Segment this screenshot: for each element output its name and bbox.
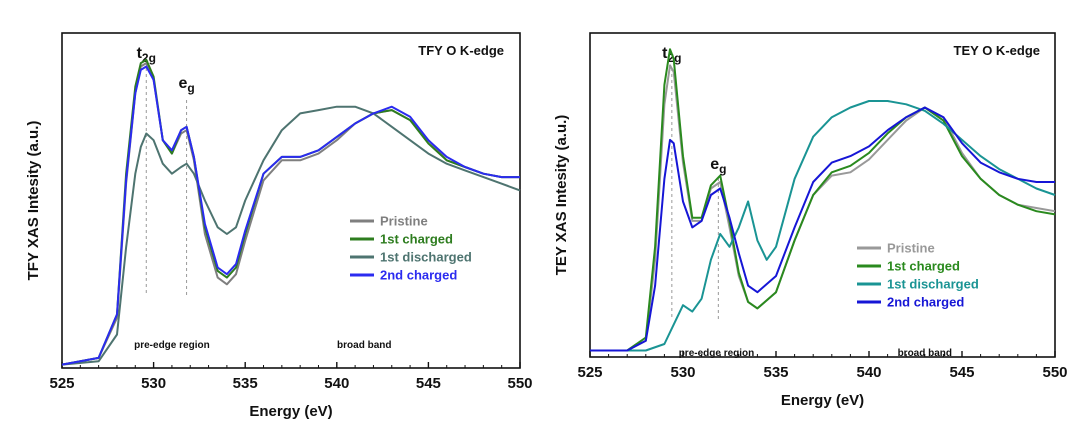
tey-legend-entry: 2nd charged xyxy=(887,295,964,310)
tfy-series-line-1 xyxy=(61,58,520,366)
tfy-region-annotation: pre-edge region xyxy=(134,340,210,351)
tey-x-tick-label: 530 xyxy=(670,364,695,381)
tfy-legend-entry: 2nd charged xyxy=(380,268,457,283)
tey-series-line-3 xyxy=(590,106,1055,352)
tey-x-tick-label: 545 xyxy=(949,364,974,381)
tfy-chart-panel: 525 530 535 540 545 550 Energy (eV) TFY XAS Int… xyxy=(25,32,533,420)
tfy-x-tick-label: 525 xyxy=(49,375,74,392)
tfy-plot-frame xyxy=(61,32,521,369)
tfy-series-line-2 xyxy=(61,105,521,366)
tfy-x-tick-label: 550 xyxy=(507,375,532,392)
tey-legend-entry: 1st discharged xyxy=(887,277,979,292)
tey-chart-panel: 525 530 535 540 545 550 Energy (eV) TEY XAS Int… xyxy=(553,32,1068,409)
tfy-legend-entry: 1st discharged xyxy=(380,250,472,265)
tey-legend-entry: Pristine xyxy=(887,241,935,256)
tfy-region-annotation: broad band xyxy=(337,340,391,351)
tfy-x-tick-label: 540 xyxy=(324,375,349,392)
tey-x-tick-label: 525 xyxy=(577,364,602,381)
tfy-x-tick-label: 545 xyxy=(416,375,441,392)
tey-series-line-2 xyxy=(590,100,1056,352)
tey-series-line-1 xyxy=(590,48,1056,352)
tfy-peak-label: eg xyxy=(178,75,194,95)
tey-peak-label: eg xyxy=(710,156,726,176)
tey-chart-title: TEY O K-edge xyxy=(954,43,1040,58)
tey-x-axis-label: Energy (eV) xyxy=(781,392,864,409)
tey-series-line-0 xyxy=(590,64,1056,352)
tey-legend-entry: 1st charged xyxy=(887,259,960,274)
tey-region-annotation: broad band xyxy=(898,348,952,359)
tfy-legend-entry: 1st charged xyxy=(380,232,453,247)
tey-x-tick-label: 540 xyxy=(856,364,881,381)
tey-y-axis-label: TEY XAS Intesity (a.u.) xyxy=(553,115,570,276)
tey-x-tick-label: 535 xyxy=(763,364,788,381)
tfy-x-tick-label: 530 xyxy=(141,375,166,392)
tfy-x-axis-label: Energy (eV) xyxy=(249,403,332,420)
tey-region-annotation: pre-edge region xyxy=(679,348,755,359)
tfy-legend-entry: Pristine xyxy=(380,214,428,229)
tfy-peak-label: t2g xyxy=(137,45,156,65)
tfy-x-tick-label: 535 xyxy=(233,375,258,392)
tey-x-tick-label: 550 xyxy=(1042,364,1067,381)
tfy-series-line-3 xyxy=(61,65,520,366)
tfy-y-axis-label: TFY XAS Intesity (a.u.) xyxy=(25,121,42,281)
tfy-chart-title: TFY O K-edge xyxy=(418,43,504,58)
